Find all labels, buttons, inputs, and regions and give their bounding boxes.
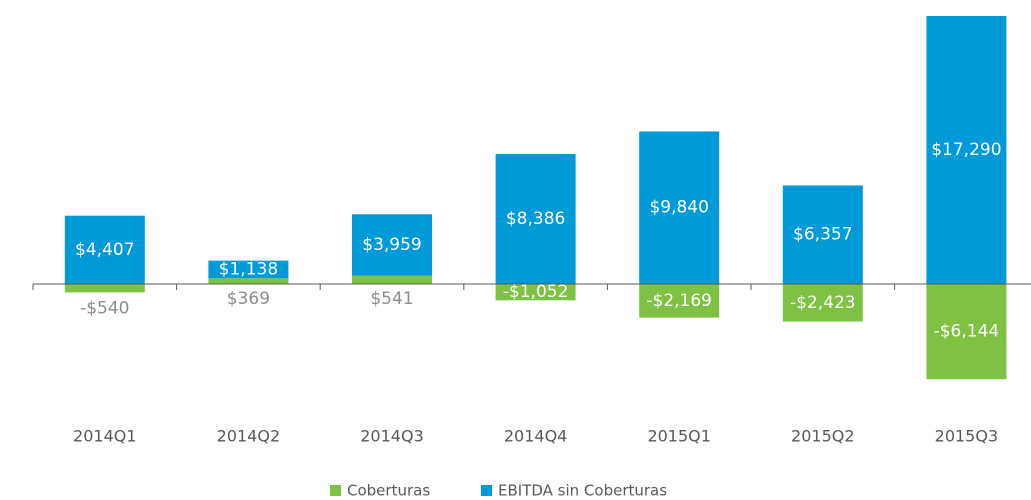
x-tick-label: 2014Q4 bbox=[504, 427, 568, 446]
x-tick-label: 2014Q1 bbox=[73, 427, 137, 446]
bar-segment bbox=[495, 283, 576, 301]
bar-segment bbox=[208, 260, 289, 279]
bar-segment bbox=[208, 278, 289, 284]
value-label: $9,840 bbox=[649, 198, 708, 218]
value-label: $4,407 bbox=[75, 240, 134, 260]
x-tick-label: 2014Q3 bbox=[360, 427, 424, 446]
value-label: -$1,052 bbox=[503, 282, 569, 302]
value-label: $6,357 bbox=[793, 225, 852, 245]
value-label: $541 bbox=[370, 289, 413, 309]
value-label: $1,138 bbox=[219, 259, 278, 279]
legend-label: Coberturas bbox=[347, 482, 430, 500]
bar-segment bbox=[495, 154, 576, 284]
x-tick-label: 2015Q3 bbox=[935, 427, 999, 446]
value-label: $17,290 bbox=[931, 140, 1001, 160]
x-tick-label: 2014Q2 bbox=[217, 427, 281, 446]
value-label: -$540 bbox=[80, 298, 129, 318]
bar-segment bbox=[64, 215, 145, 284]
value-label: $3,959 bbox=[362, 235, 421, 255]
bar-segment bbox=[352, 275, 432, 284]
x-tick-label: 2015Q1 bbox=[647, 427, 711, 446]
value-label: -$2,423 bbox=[790, 293, 856, 313]
legend-swatch bbox=[481, 485, 492, 496]
legend-swatch bbox=[330, 485, 341, 496]
value-label: -$6,144 bbox=[934, 322, 1000, 342]
bar-segment bbox=[64, 283, 145, 293]
bar-segment bbox=[639, 131, 720, 284]
legend-label: EBITDA sin Coberturas bbox=[498, 482, 667, 500]
bar-segment bbox=[639, 283, 720, 318]
value-label: $8,386 bbox=[506, 209, 565, 229]
value-label: -$2,169 bbox=[646, 291, 712, 311]
value-label: $369 bbox=[227, 289, 270, 309]
bar-segment bbox=[926, 283, 1007, 380]
bar-segment bbox=[782, 283, 863, 322]
x-tick-label: 2015Q2 bbox=[791, 427, 855, 446]
bar-segment bbox=[926, 16, 1007, 284]
bar-segment bbox=[782, 185, 863, 284]
bar-segment bbox=[352, 214, 432, 276]
